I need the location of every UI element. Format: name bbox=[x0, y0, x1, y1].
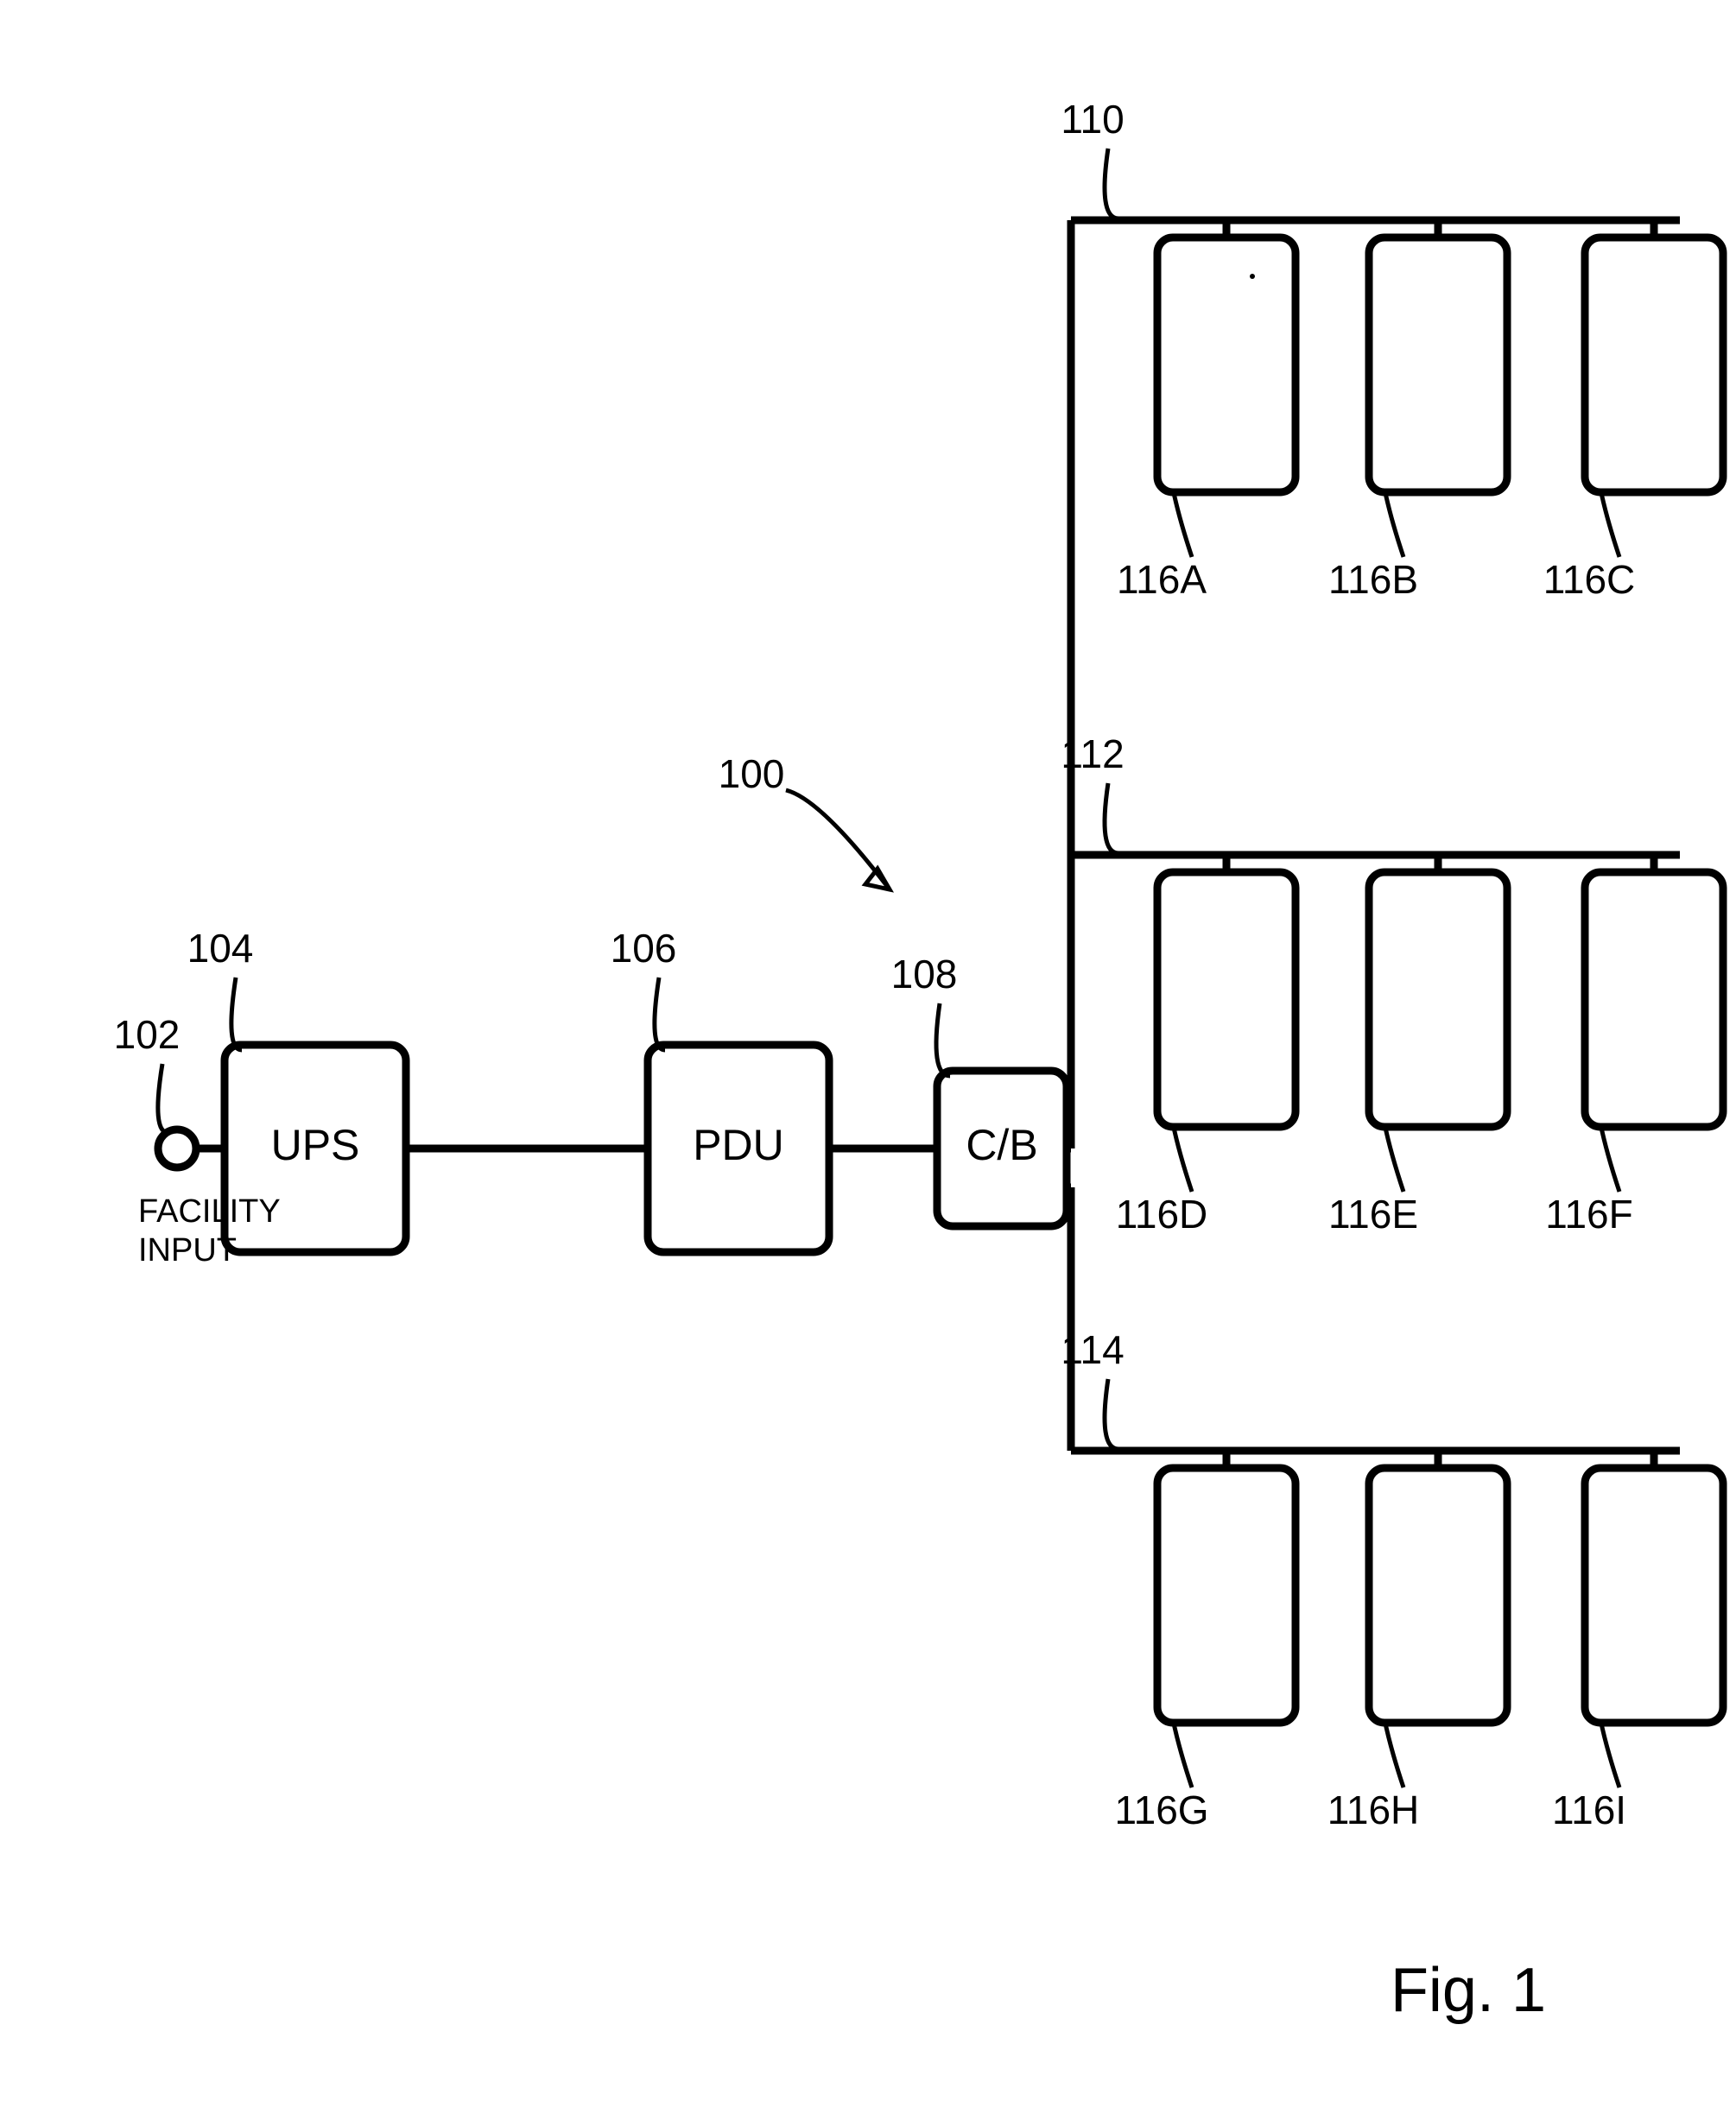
facility-input-label: FACILITY bbox=[138, 1193, 281, 1230]
facility-input-node bbox=[158, 1129, 196, 1167]
figure-label: Fig. 1 bbox=[1391, 1956, 1546, 2025]
system-ref-label: 100 bbox=[719, 751, 785, 796]
rack-ref-g: 116G bbox=[1114, 1787, 1208, 1832]
pdu-block-label: PDU bbox=[693, 1121, 784, 1169]
svg-text:104: 104 bbox=[187, 926, 254, 971]
svg-text:112: 112 bbox=[1061, 731, 1124, 776]
svg-text:110: 110 bbox=[1061, 97, 1124, 142]
cb-block-label: C/B bbox=[966, 1121, 1037, 1169]
rack-ref-a: 116A bbox=[1117, 557, 1207, 602]
rack-ref-d: 116D bbox=[1116, 1192, 1208, 1237]
rack-ref-b: 116B bbox=[1328, 557, 1418, 602]
svg-text:106: 106 bbox=[611, 926, 677, 971]
rack-ref-f: 116F bbox=[1545, 1192, 1632, 1237]
svg-text:108: 108 bbox=[891, 952, 958, 997]
rack-ref-h: 116H bbox=[1327, 1787, 1420, 1832]
rack-ref-c: 116C bbox=[1543, 557, 1636, 602]
rack-ref-e: 116E bbox=[1328, 1192, 1418, 1237]
svg-text:102: 102 bbox=[114, 1012, 181, 1057]
ups-block-label: UPS bbox=[271, 1121, 360, 1169]
svg-text:114: 114 bbox=[1061, 1327, 1124, 1372]
power-distribution-diagram: FACILITYINPUT102UPS104PDU106C/B108110112… bbox=[0, 0, 1736, 2107]
rack-ref-i: 116I bbox=[1552, 1787, 1626, 1832]
